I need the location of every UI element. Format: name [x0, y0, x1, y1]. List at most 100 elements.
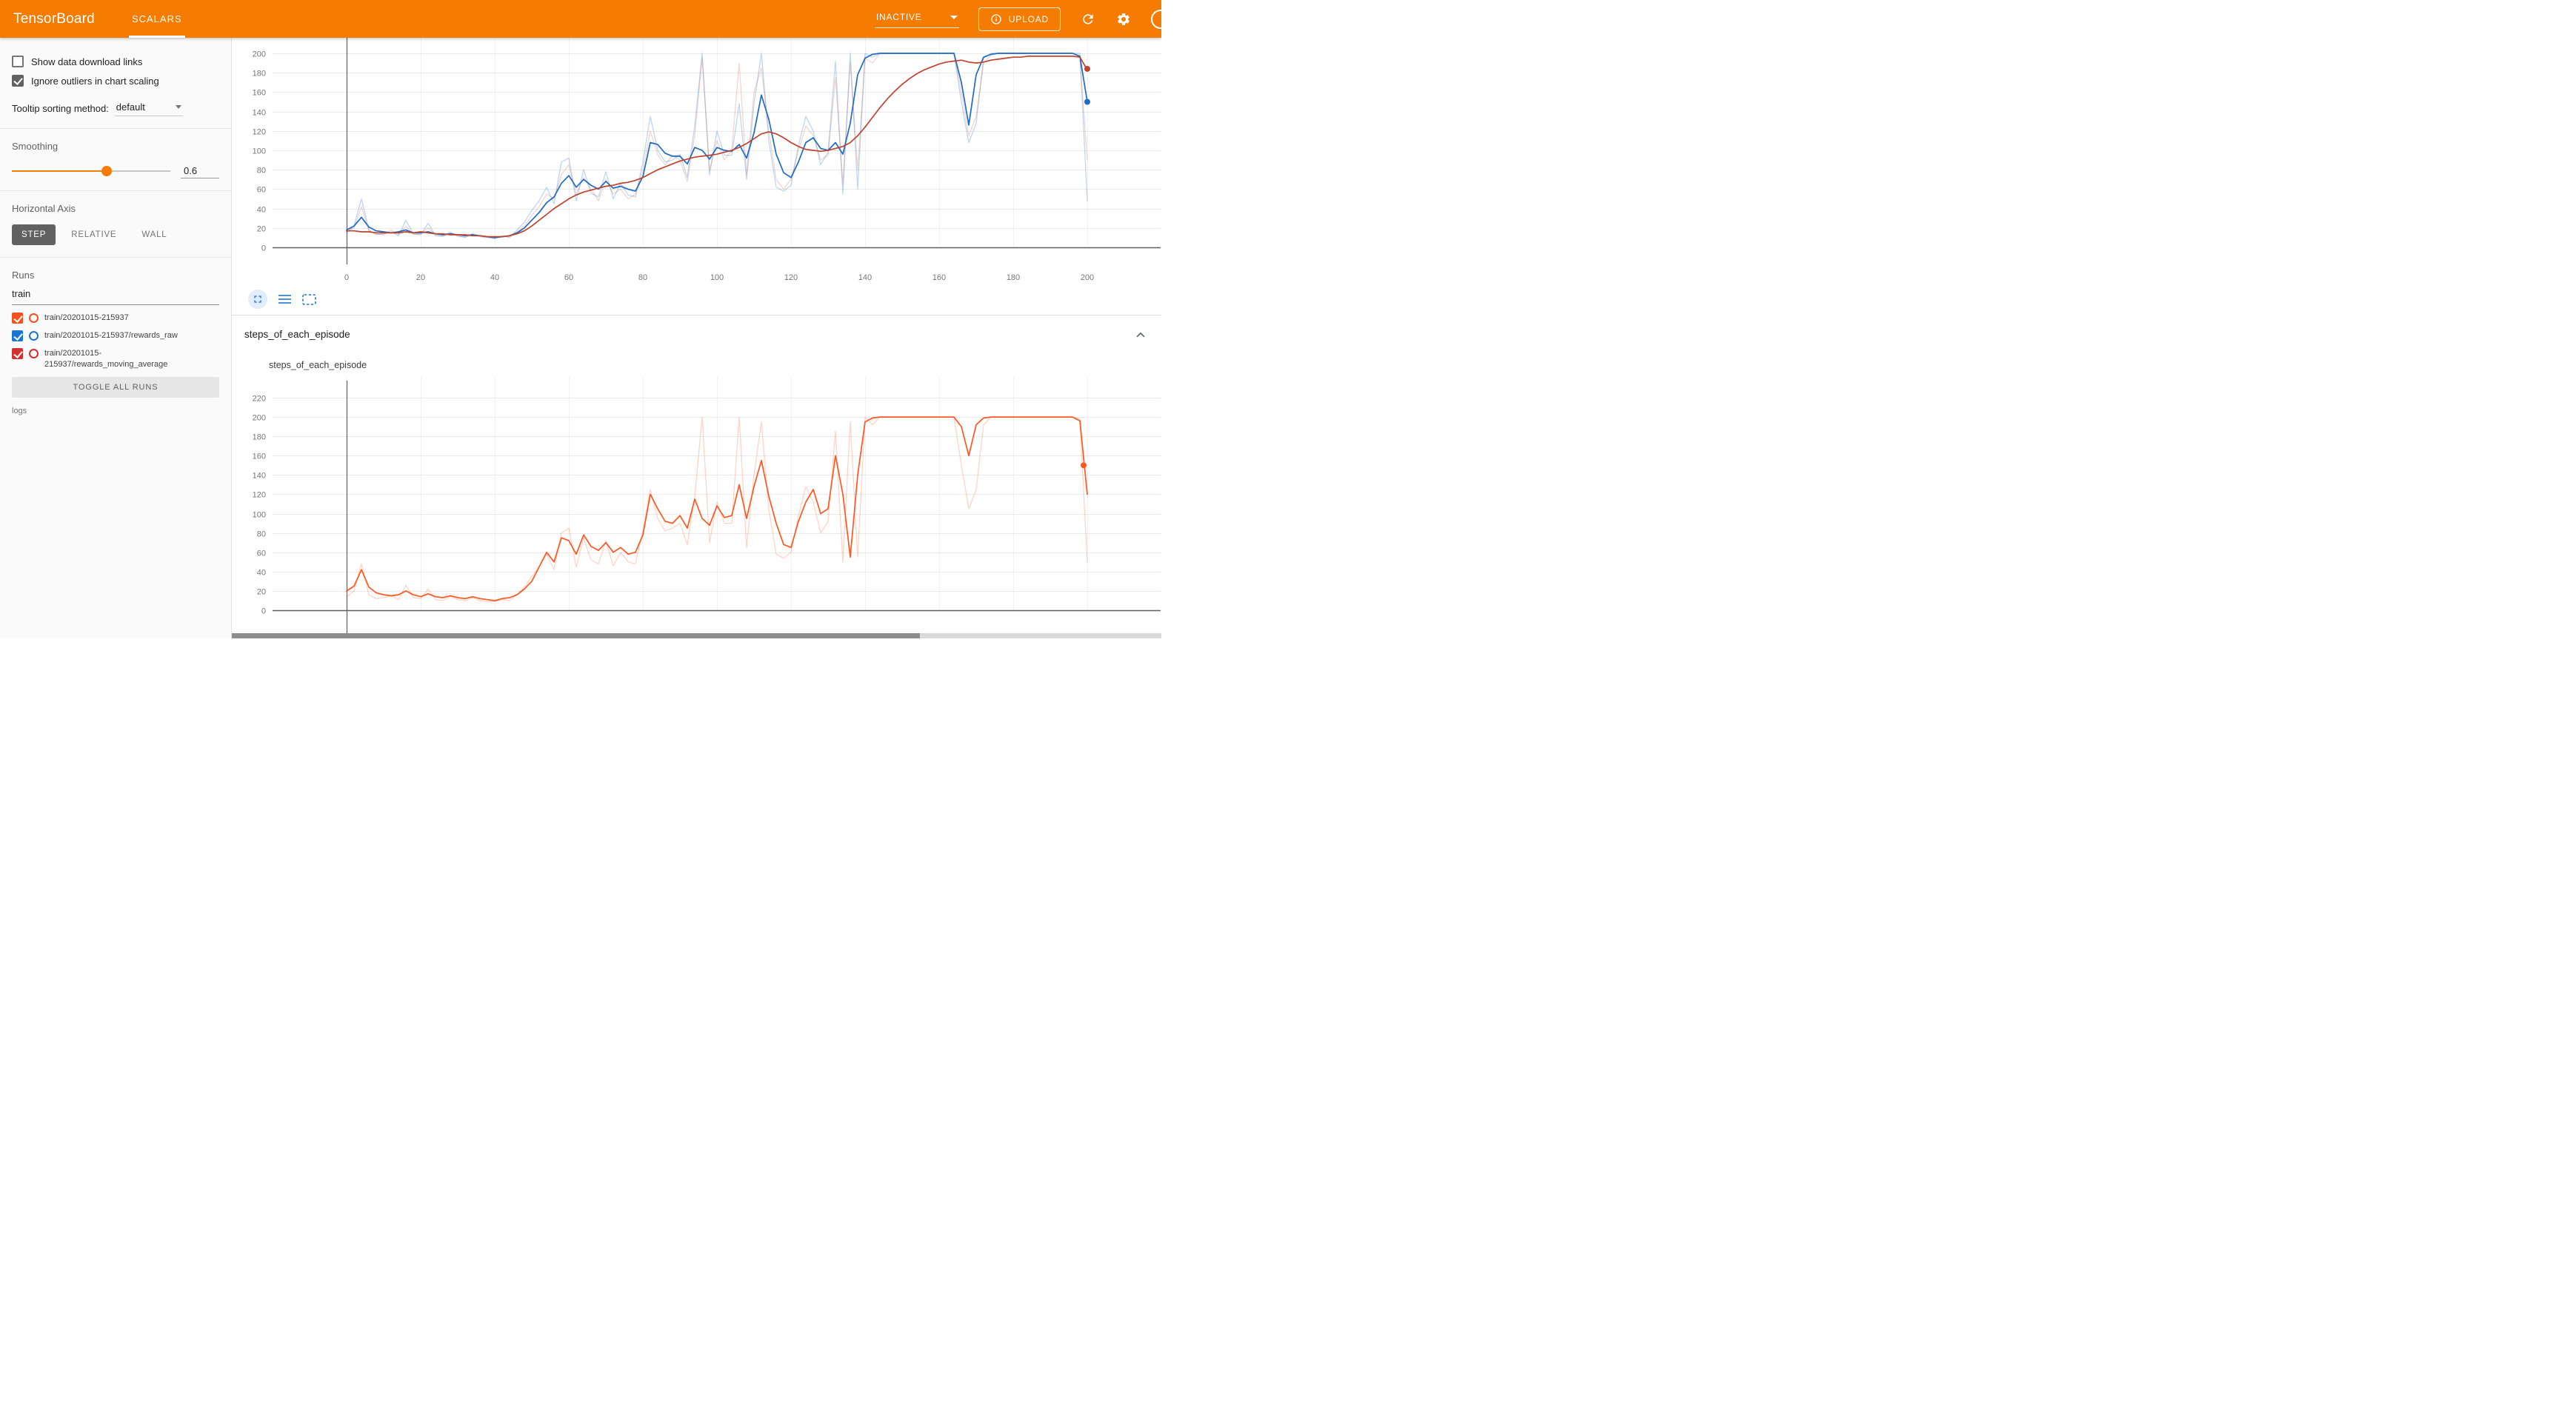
axis-step-button[interactable]: STEP — [12, 224, 56, 245]
checkbox-ignore-outliers[interactable]: Ignore outliers in chart scaling — [12, 75, 219, 87]
svg-text:40: 40 — [257, 569, 266, 578]
checkbox-label: Show data download links — [31, 56, 143, 67]
svg-text:180: 180 — [253, 433, 266, 442]
svg-text:80: 80 — [257, 530, 266, 539]
dropdown-caret-icon — [950, 15, 958, 19]
svg-text:0: 0 — [261, 244, 266, 253]
axis-relative-button[interactable]: RELATIVE — [61, 224, 126, 245]
tooltip-sorting-row: Tooltip sorting method: default — [12, 100, 219, 116]
svg-text:100: 100 — [710, 273, 724, 282]
svg-text:40: 40 — [490, 273, 499, 282]
horizontal-axis-label: Horizontal Axis — [12, 203, 76, 214]
svg-text:120: 120 — [253, 491, 266, 500]
run-color-ring-icon — [29, 313, 39, 323]
checkbox-label: Ignore outliers in chart scaling — [31, 75, 159, 87]
data-lines-icon — [278, 294, 291, 304]
logdir-label: logs — [12, 406, 27, 415]
svg-text:160: 160 — [253, 89, 266, 98]
main-content: 0 20 40 60 80 100 120 140 160 180 200 0 20 40 60 80 100 1… — [232, 38, 1161, 638]
upload-label: UPLOAD — [1008, 13, 1049, 24]
smoothing-label: Smoothing — [12, 141, 59, 152]
svg-text:100: 100 — [253, 511, 266, 520]
toggle-all-runs-button[interactable]: TOGGLE ALL RUNS — [12, 376, 219, 398]
svg-text:0: 0 — [261, 607, 266, 616]
tab-scalars-label: SCALARS — [131, 13, 182, 24]
svg-text:160: 160 — [932, 273, 946, 282]
checkbox-icon[interactable] — [12, 56, 24, 67]
svg-text:140: 140 — [858, 273, 872, 282]
svg-text:40: 40 — [257, 206, 266, 215]
refresh-button[interactable] — [1080, 11, 1096, 27]
fullscreen-icon — [252, 293, 264, 305]
upload-button[interactable]: UPLOAD — [978, 7, 1061, 31]
steps-of-each-episode-chart[interactable]: 0 20 40 60 80 100 120 140 160 180 200 220 — [232, 377, 1161, 638]
svg-text:160: 160 — [253, 452, 266, 461]
svg-text:20: 20 — [416, 273, 425, 282]
rewards-chart[interactable]: 0 20 40 60 80 100 120 140 160 180 200 0 20 40 60 80 100 1… — [232, 38, 1161, 284]
chart-toolbar — [232, 284, 1161, 315]
scrollbar-thumb[interactable] — [232, 633, 920, 638]
card-header-steps-of-each-episode[interactable]: steps_of_each_episode — [232, 315, 1161, 353]
svg-text:140: 140 — [253, 109, 266, 118]
settings-button[interactable] — [1115, 11, 1132, 27]
svg-text:120: 120 — [253, 128, 266, 137]
sidebar: Show data download links Ignore outliers… — [0, 38, 232, 638]
slider-fill — [12, 170, 107, 172]
checkbox-show-download-links[interactable]: Show data download links — [12, 56, 219, 67]
dropdown-caret-icon — [175, 105, 181, 109]
svg-text:0: 0 — [344, 273, 349, 282]
fit-domain-button[interactable] — [302, 293, 316, 305]
svg-text:200: 200 — [253, 50, 266, 59]
svg-text:60: 60 — [257, 186, 266, 195]
expand-chart-button[interactable] — [248, 290, 267, 309]
data-lines-button[interactable] — [278, 294, 291, 304]
svg-text:20: 20 — [257, 225, 266, 234]
runs-label: Runs — [12, 270, 35, 281]
svg-text:60: 60 — [564, 273, 573, 282]
app-title: TensorBoard — [13, 10, 95, 27]
chevron-up-icon — [1133, 327, 1148, 342]
run-checkbox[interactable] — [12, 313, 23, 324]
run-label: train/20201015-215937 — [44, 313, 129, 322]
horizontal-axis-group: STEP RELATIVE WALL — [12, 224, 219, 245]
run-item[interactable]: train/20201015-215937 — [12, 313, 219, 324]
svg-text:200: 200 — [1081, 273, 1094, 282]
axis-wall-button[interactable]: WALL — [132, 224, 176, 245]
app-header: TensorBoard SCALARS INACTIVE UPLOAD — [0, 0, 1161, 38]
tooltip-sorting-value: default — [116, 101, 145, 113]
status-dropdown[interactable]: INACTIVE — [874, 10, 959, 28]
runs-filter-input[interactable] — [12, 282, 219, 305]
svg-text:80: 80 — [638, 273, 647, 282]
run-checkbox[interactable] — [12, 348, 23, 359]
svg-text:60: 60 — [257, 550, 266, 558]
header-actions: INACTIVE UPLOAD — [874, 7, 1161, 31]
smoothing-slider[interactable] — [12, 166, 170, 176]
svg-text:140: 140 — [253, 472, 266, 481]
run-color-ring-icon — [29, 349, 39, 358]
info-icon — [990, 13, 1002, 25]
card-title: steps_of_each_episode — [244, 329, 350, 340]
tooltip-sorting-label: Tooltip sorting method: — [12, 102, 109, 114]
help-partial-icon[interactable] — [1151, 10, 1161, 29]
svg-text:100: 100 — [253, 147, 266, 156]
run-color-ring-icon — [29, 331, 39, 341]
run-item[interactable]: train/20201015-215937/rewards_moving_ave… — [12, 348, 219, 370]
slider-thumb-handle[interactable] — [101, 166, 113, 176]
tab-scalars[interactable]: SCALARS — [128, 0, 185, 38]
refresh-icon — [1081, 12, 1095, 27]
chart-subtitle: steps_of_each_episode — [269, 360, 367, 370]
run-label: train/20201015-215937/rewards_moving_ave… — [44, 349, 168, 369]
collapse-card-button[interactable] — [1133, 327, 1148, 342]
run-label: train/20201015-215937/rewards_raw — [44, 331, 178, 340]
svg-text:80: 80 — [257, 167, 266, 176]
run-checkbox[interactable] — [12, 330, 23, 341]
checkbox-icon[interactable] — [12, 75, 24, 87]
run-item[interactable]: train/20201015-215937/rewards_raw — [12, 330, 219, 341]
smoothing-value-input[interactable] — [181, 164, 219, 178]
divider — [0, 128, 231, 129]
horizontal-scrollbar[interactable] — [232, 633, 1161, 638]
tooltip-sorting-select[interactable]: default — [114, 100, 183, 116]
svg-text:200: 200 — [253, 414, 266, 423]
svg-text:220: 220 — [253, 395, 266, 404]
fit-domain-icon — [302, 293, 316, 305]
